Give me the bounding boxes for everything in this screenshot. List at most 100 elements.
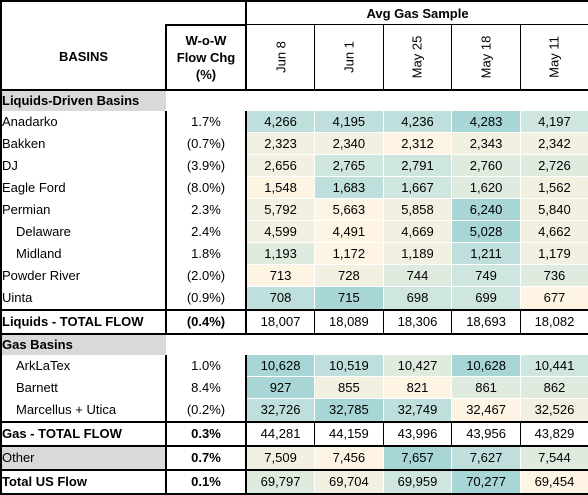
flow-value: 32,467 [451,398,521,422]
flow-value: 861 [451,376,521,399]
table-row: Marcellus + Utica (0.2%) 32,726 32,785 32,74… [0,398,588,422]
flow-value: 1,620 [451,176,521,199]
date-label: May 18 [478,35,494,79]
flow-value: 18,089 [314,308,384,335]
flow-value: 698 [382,286,452,310]
flow-value: 708 [245,286,315,310]
wow-change: 0.3% [165,420,247,447]
date-label: May 25 [409,35,425,79]
section-fill [166,88,588,111]
basin-name: Eagle Ford [0,176,166,199]
table-row: Permian 2.3% 5,792 5,663 5,858 6,240 5,840 [0,198,588,221]
flow-value: 43,956 [451,420,521,447]
table-row: Liquids - TOTAL FLOW (0.4%) 18,007 18,089 18… [0,308,588,335]
flow-value: 2,765 [314,154,384,177]
flow-value: 4,669 [382,220,452,243]
flow-value: 5,858 [382,198,452,221]
flow-value: 2,323 [245,132,315,155]
flow-value: 1,667 [382,176,452,199]
flow-value: 5,840 [519,198,588,221]
flow-value: 10,628 [245,354,315,377]
flow-value: 713 [245,264,315,287]
flow-value: 862 [519,376,588,399]
flow-value: 10,441 [519,354,588,377]
flow-value: 4,266 [245,110,315,133]
wow-change: (0.4%) [165,308,247,335]
flow-value: 7,627 [451,444,521,471]
flow-value: 5,028 [451,220,521,243]
basin-name: DJ [0,154,166,177]
flow-value: 1,562 [519,176,588,199]
flow-value: 10,519 [314,354,384,377]
header-blank [0,0,246,25]
flow-value: 1,683 [314,176,384,199]
wow-label-line-1: W-o-W [185,32,227,48]
section-title: Gas Basins [0,332,166,355]
wow-change: 8.4% [165,376,247,399]
basin-name: Marcellus + Utica [0,398,166,422]
flow-value: 927 [245,376,315,399]
wow-change: (0.2%) [165,398,247,422]
flow-value: 744 [382,264,452,287]
wow-change: 0.7% [165,444,247,471]
flow-value: 32,785 [314,398,384,422]
basin-name: Liquids - TOTAL FLOW [0,308,166,335]
wow-change: 2.4% [165,220,247,243]
table-row: Bakken (0.7%) 2,323 2,340 2,312 2,343 2,342 [0,132,588,155]
flow-value: 1,211 [451,242,521,265]
flow-value: 18,082 [519,308,588,335]
flow-value: 1,172 [314,242,384,265]
basin-name: Gas - TOTAL FLOW [0,420,166,447]
table-row: Midland 1.8% 1,193 1,172 1,189 1,211 1,179 [0,242,588,265]
flow-value: 2,656 [245,154,315,177]
basin-name: Midland [0,242,166,265]
flow-value: 736 [519,264,588,287]
flow-value: 7,657 [382,444,452,471]
date-header: Jun 1 [314,24,384,91]
wow-change: 1.8% [165,242,247,265]
flow-value: 7,509 [245,444,315,471]
wow-change: 2.3% [165,198,247,221]
table-row: Barnett 8.4% 927 855 821 861 862 [0,376,588,399]
flow-value: 32,726 [245,398,315,422]
flow-value: 44,159 [314,420,384,447]
basins-header: BASINS [0,24,166,91]
flow-value: 43,996 [382,420,452,447]
wow-change: (3.9%) [165,154,247,177]
flow-value: 1,193 [245,242,315,265]
flow-value: 10,427 [382,354,452,377]
flow-value: 2,343 [451,132,521,155]
flow-value: 699 [451,286,521,310]
date-header: May 11 [519,24,588,91]
flow-value: 2,791 [382,154,452,177]
flow-value: 2,342 [519,132,588,155]
flow-value: 821 [382,376,452,399]
wow-label-line-2: Flow Chg [176,49,236,65]
basin-name: Bakken [0,132,166,155]
flow-value: 4,599 [245,220,315,243]
section-header-row: Liquids-Driven Basins [0,88,588,111]
basin-name: Anadarko [0,110,166,133]
wow-flow-change-header: W-o-W Flow Chg (%) [165,23,246,91]
basin-name: ArkLaTex [0,354,166,377]
flow-value: 32,526 [519,398,588,422]
flow-value: 1,179 [519,242,588,265]
flow-value: 2,340 [314,132,384,155]
table-row: Anadarko 1.7% 4,266 4,195 4,236 4,283 4,197 [0,110,588,133]
flow-value: 7,456 [314,444,384,471]
basin-name: Total US Flow [0,469,166,495]
flow-value: 10,628 [451,354,521,377]
flow-value: 2,312 [382,132,452,155]
flow-value: 4,197 [519,110,588,133]
wow-change: 0.1% [165,469,247,495]
date-header: May 25 [382,24,452,91]
section-title: Liquids-Driven Basins [0,88,166,111]
table-row: Uinta (0.9%) 708 715 698 699 677 [0,286,588,310]
table-row: DJ (3.9%) 2,656 2,765 2,791 2,760 2,726 [0,154,588,177]
date-header: May 18 [451,24,521,91]
flow-value: 70,277 [451,469,521,495]
flow-value: 18,306 [382,308,452,335]
basin-name: Delaware [0,220,166,243]
date-header: Jun 8 [245,24,315,91]
table-row: Eagle Ford (8.0%) 1,548 1,683 1,667 1,620 1,56… [0,176,588,199]
